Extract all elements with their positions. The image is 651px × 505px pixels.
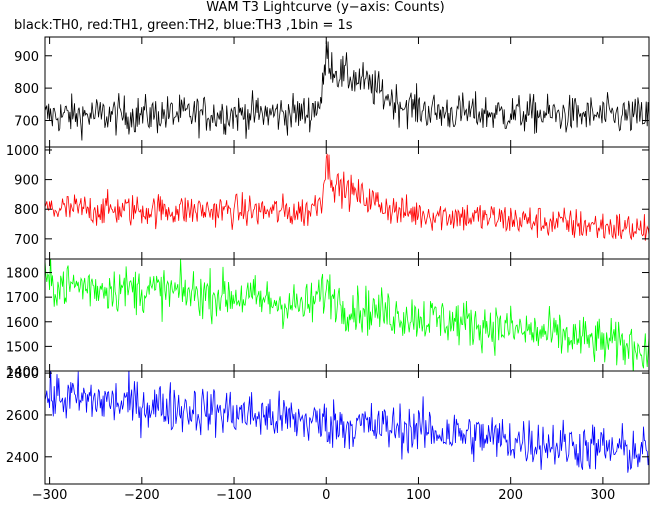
- x-tick-label: 0: [322, 488, 330, 503]
- chart-title: WAM T3 Lightcurve (y−axis: Counts): [206, 0, 445, 15]
- y-tick-label: 2600: [6, 409, 39, 424]
- x-tick-label: 100: [406, 488, 431, 503]
- y-tick-label: 1600: [6, 316, 39, 331]
- y-tick-label: 800: [14, 82, 39, 97]
- panel-frame-TH3: [44, 370, 650, 485]
- series-TH2: [45, 259, 649, 371]
- y-tick-label: 900: [14, 174, 39, 189]
- chart-subtitle: black:TH0, red:TH1, green:TH2, blue:TH3 …: [14, 18, 353, 33]
- y-tick-label: 2800: [6, 367, 39, 382]
- x-tick-label: 200: [498, 488, 523, 503]
- y-tick-label: 1400: [6, 365, 39, 380]
- series-TH1: [45, 153, 649, 241]
- x-tick-label: −100: [216, 488, 252, 503]
- y-tick-label: 900: [14, 50, 39, 65]
- panel-frame-TH1: [44, 146, 650, 260]
- x-tick-label: 300: [590, 488, 615, 503]
- x-tick-label: −200: [124, 488, 160, 503]
- y-tick-label: 1000: [6, 144, 39, 159]
- y-tick-label: 1500: [6, 340, 39, 355]
- y-tick-label: 1800: [6, 267, 39, 282]
- x-tick-label: −300: [32, 488, 68, 503]
- series-TH3: [45, 371, 649, 473]
- y-tick-label: 2400: [6, 451, 39, 466]
- y-tick-label: 700: [14, 233, 39, 248]
- y-tick-label: 700: [14, 114, 39, 129]
- series-TH0: [45, 40, 649, 141]
- y-tick-label: 1700: [6, 291, 39, 306]
- y-tick-label: 800: [14, 203, 39, 218]
